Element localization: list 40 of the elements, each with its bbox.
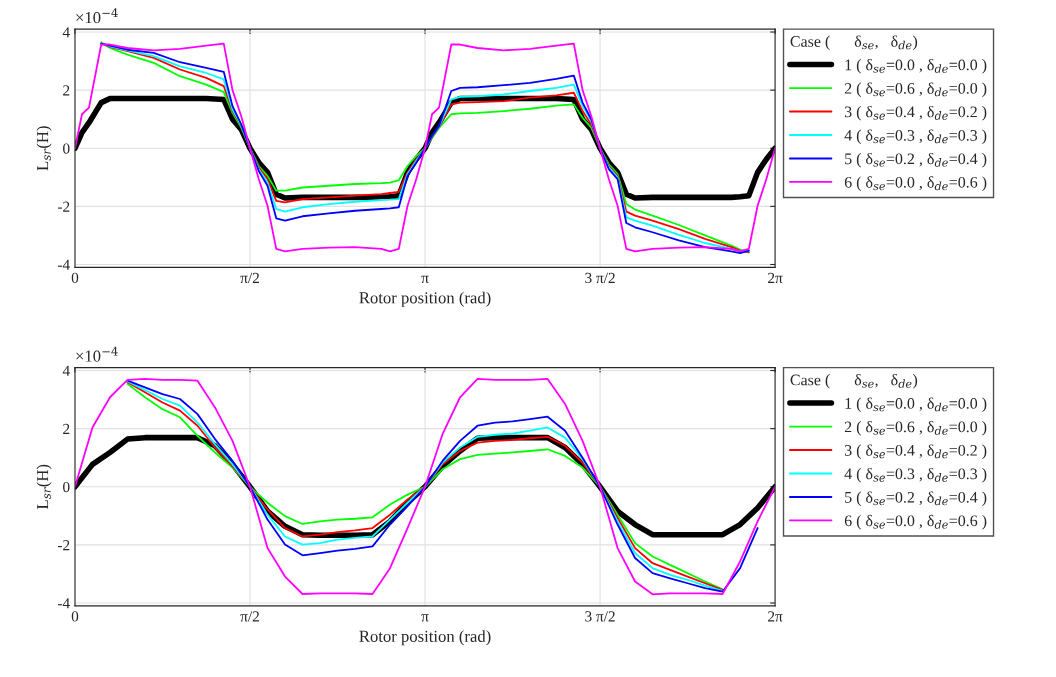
x-tick-label: π — [421, 275, 429, 284]
legend-label: 2 ( δ$_{se}$=0.6 , δ$_{de}$=0.0 ) — [844, 82, 987, 98]
legend-label: 6 ( δ$_{se}$=0.0 , δ$_{de}$=0.6 ) — [844, 176, 987, 191]
text: ×10$^{−4}$ — [76, 8, 118, 24]
legend-label: 2 ( δ$_{se}$=0.6 , δ$_{de}$=0.0 ) — [844, 420, 987, 436]
legend-label: 6 ( δ$_{se}$=0.0 , δ$_{de}$=0.6 ) — [844, 514, 987, 530]
legend-label: 5 ( δ$_{se}$=0.2 , δ$_{de}$=0.4 ) — [845, 152, 987, 168]
legend-label: 3 ( δ$_{se}$=0.4 , δ$_{de}$=0.2 ) — [844, 444, 987, 459]
x-tick-label: π — [421, 614, 429, 622]
y-tick-label: -2 — [57, 540, 70, 551]
y-tick-label: -4 — [57, 259, 70, 270]
y-tick-label: 4 — [62, 27, 70, 38]
x-tick-label: 0 — [71, 272, 79, 284]
x-tick-label: 3 π/2 — [585, 611, 615, 622]
x-tick-label: 2π — [768, 611, 783, 622]
x-tick-label: 0 — [71, 611, 79, 622]
y-tick-label: 4 — [62, 365, 70, 376]
text: ×10$^{−4}$ — [76, 346, 118, 362]
x-tick-label: π/2 — [240, 272, 259, 284]
y-tick-label: -2 — [57, 201, 70, 212]
legend-title: Case ( δ$_{se}$, δ$_{de}$) — [790, 35, 918, 51]
legend-label: 5 ( δ$_{se}$=0.2 , δ$_{de}$=0.4 ) — [845, 491, 987, 506]
legend-label: 4 ( δ$_{se}$=0.3 , δ$_{de}$=0.3 ) — [844, 467, 987, 483]
legend-label: 1 ( δ$_{se}$=0.0 , δ$_{de}$=0.0 ) — [845, 397, 987, 413]
x-axis-title: Rotor position (rad) — [359, 291, 491, 307]
x-tick-label: 3 π/2 — [585, 272, 615, 284]
y-tick-label: 0 — [63, 143, 70, 154]
y-tick-label: 2 — [63, 423, 70, 434]
y-tick-label: -4 — [57, 598, 70, 609]
legend-label: 3 ( δ$_{se}$=0.4 , δ$_{de}$=0.2 ) — [844, 105, 987, 121]
y-axis-title: L$_{sr}$(H) — [36, 464, 52, 510]
legend-title: Case ( δ$_{se}$, δ$_{de}$) — [790, 374, 918, 389]
x-tick-label: π/2 — [240, 611, 259, 622]
y-tick-label: 2 — [63, 85, 70, 96]
x-tick-label: 2π — [768, 272, 783, 284]
legend-label: 4 ( δ$_{se}$=0.3 , δ$_{de}$=0.3 ) — [844, 129, 987, 144]
x-axis-title: Rotor position (rad) — [359, 630, 491, 646]
y-axis-title: L$_{sr}$(H) — [36, 126, 52, 171]
legend-label: 1 ( δ$_{se}$=0.0 , δ$_{de}$=0.0 ) — [845, 58, 987, 74]
y-tick-label: 0 — [63, 481, 70, 493]
